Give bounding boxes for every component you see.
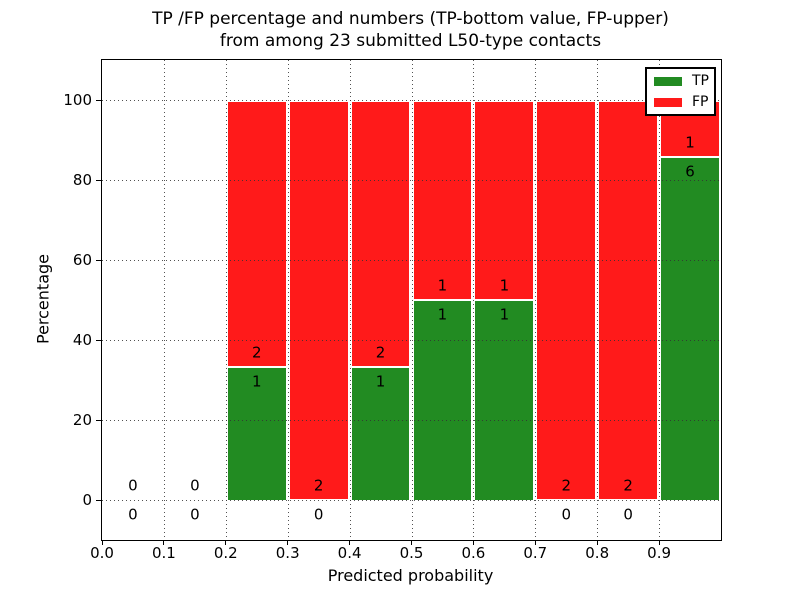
x-tick [225, 540, 227, 545]
chart-title-line1: TP /FP percentage and numbers (TP-bottom… [152, 9, 669, 29]
x-tick [534, 540, 536, 545]
tp-bar-segment [349, 366, 412, 500]
x-axis-label: Predicted probability [327, 566, 494, 585]
x-tick-label: 0.6 [461, 544, 486, 562]
v-gridline [349, 60, 351, 540]
x-tick [596, 540, 598, 545]
v-gridline [597, 60, 599, 540]
v-gridline [287, 60, 289, 540]
fp-bar-segment [473, 100, 536, 300]
fp-bar-segment [411, 100, 474, 300]
tp-bar-segment [659, 157, 721, 500]
x-tick-label: 0.7 [523, 544, 548, 562]
tp-count-label: 6 [685, 162, 695, 181]
x-tick-label: 0.0 [90, 544, 114, 562]
x-tick [472, 540, 474, 545]
fp-count-label: 2 [623, 476, 633, 495]
y-tick [96, 100, 101, 101]
tp-bar-segment [473, 300, 536, 500]
fp-count-label: 2 [251, 343, 262, 362]
fp-bar-segment [287, 100, 350, 500]
chart-title-line2: from among 23 submitted L50-type contact… [219, 31, 602, 51]
y-axis-label: Percentage [33, 253, 53, 345]
x-tick-label: 0.4 [337, 544, 362, 562]
fp-count-label: 1 [685, 133, 695, 152]
tp-count-label: 0 [623, 505, 633, 524]
tp-count-label: 1 [499, 305, 510, 324]
x-tick-label: 0.5 [399, 544, 424, 562]
y-tick [96, 340, 101, 341]
tp-count-label: 1 [375, 372, 386, 391]
v-gridline [535, 60, 537, 540]
fp-bar-segment [225, 100, 288, 367]
chart-title: TP /FP percentage and numbers (TP-bottom… [101, 8, 720, 52]
legend-swatch-fp-icon [654, 97, 682, 107]
fp-bar-segment [349, 100, 412, 367]
v-gridline [411, 60, 413, 540]
legend-item-tp: TP [654, 73, 709, 89]
fp-bar-segment [535, 100, 598, 500]
fp-count-label: 0 [190, 476, 200, 495]
v-gridline [225, 60, 227, 540]
fp-count-label: 2 [375, 343, 386, 362]
x-tick-label: 0.3 [275, 544, 300, 562]
v-gridline [659, 60, 661, 540]
y-tick-label: 40 [72, 331, 92, 349]
legend: TP FP [645, 67, 716, 116]
legend-item-fp: FP [654, 94, 709, 110]
x-tick [411, 540, 412, 545]
y-tick-label: 0 [82, 491, 92, 509]
x-tick-label: 0.8 [585, 544, 610, 562]
x-tick-label: 0.1 [151, 544, 176, 562]
x-tick [349, 540, 351, 545]
y-tick-label: 100 [63, 91, 92, 109]
tp-count-label: 1 [251, 372, 262, 391]
fp-count-label: 1 [499, 276, 510, 295]
tp-count-label: 1 [437, 305, 448, 324]
y-tick [96, 420, 101, 421]
y-tick [96, 260, 101, 261]
y-tick-label: 20 [72, 411, 92, 429]
fp-count-label: 2 [561, 476, 572, 495]
x-tick [101, 540, 103, 545]
fp-bar-segment [597, 100, 660, 500]
x-tick [287, 540, 289, 545]
fp-count-label: 0 [128, 476, 138, 495]
tp-count-label: 0 [128, 505, 138, 524]
v-gridline [473, 60, 475, 540]
legend-label-fp: FP [692, 94, 709, 110]
legend-swatch-tp-icon [654, 76, 682, 86]
y-tick-label: 60 [72, 251, 92, 269]
y-tick [96, 180, 101, 181]
legend-label-tp: TP [692, 73, 709, 89]
y-tick [96, 500, 101, 501]
tp-count-label: 0 [561, 505, 572, 524]
tp-count-label: 0 [190, 505, 200, 524]
fp-count-label: 2 [313, 476, 324, 495]
x-tick [658, 540, 660, 545]
x-tick-label: 0.9 [647, 544, 672, 562]
v-gridline [163, 60, 165, 540]
fp-count-label: 1 [437, 276, 448, 295]
y-tick-label: 80 [72, 171, 92, 189]
tp-bar-segment [411, 300, 474, 500]
x-tick [163, 540, 165, 545]
x-tick-label: 0.2 [213, 544, 238, 562]
tp-count-label: 0 [313, 505, 324, 524]
plot-area: 0 0 0 0 2 1 2 0 2 1 1 1 1 1 2 0 2 0 1 6 0.0 0.1 0.2 0.3 0.4 0.5 0.… [63, 59, 722, 562]
